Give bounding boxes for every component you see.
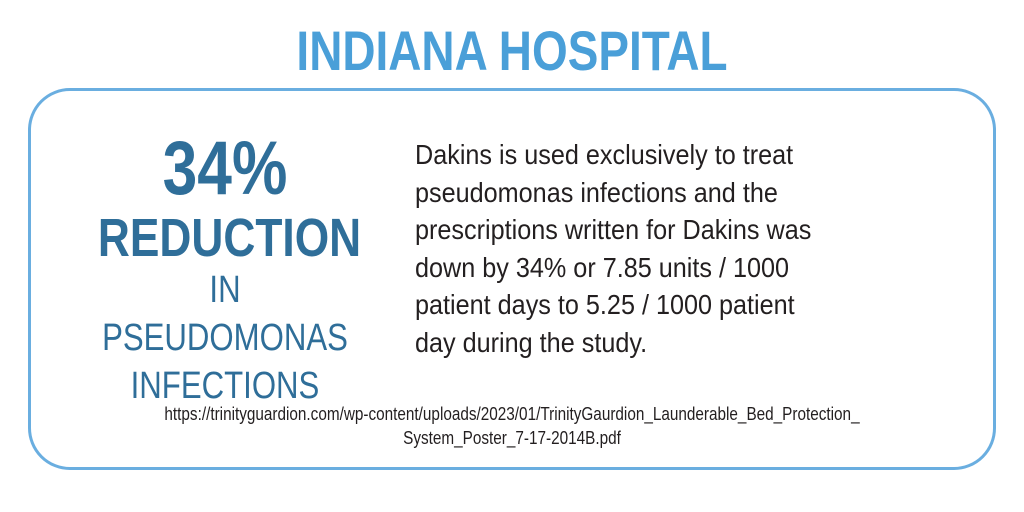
source-line: System_Poster_7-17-2014B.pdf	[403, 428, 621, 448]
body-line: day during the study.	[415, 326, 648, 358]
body-line: prescriptions written for Dakins was	[415, 214, 812, 245]
stat-line: IN PSEUDOMONAS	[102, 269, 348, 359]
stat-value: 34%	[162, 126, 288, 211]
source-line: https://trinityguardion.com/wp-content/u…	[164, 404, 860, 424]
body-line: patient days to 5.25 / 1000 patient	[415, 289, 795, 320]
source: https://trinityguardion.com/wp-content/u…	[0, 402, 1024, 450]
stat-line: INFECTIONS	[130, 365, 320, 407]
body-line: pseudomonas infections and the	[415, 176, 778, 208]
body-text: Dakins is used exclusively to treat pseud…	[415, 136, 855, 361]
frame	[28, 88, 996, 470]
body-line: down by 34% or 7.85 units / 1000	[415, 251, 790, 283]
body-line: Dakins is used exclusively to treat	[415, 139, 794, 170]
stat-line: REDUCTION	[97, 208, 362, 268]
stat-block: 34% REDUCTION IN PSEUDOMONAS INFECTIONS	[70, 128, 380, 410]
title: INDIANA HOSPITAL	[296, 19, 728, 82]
